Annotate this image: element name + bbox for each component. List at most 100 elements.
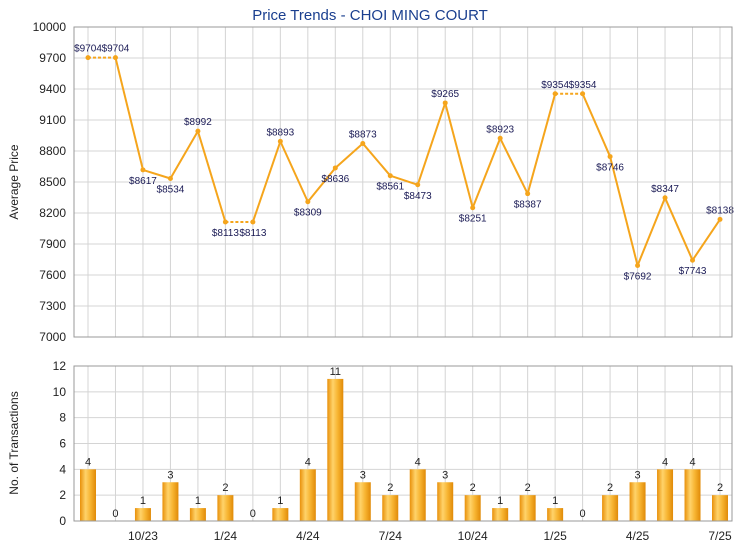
price-data-label: $8113: [239, 228, 267, 239]
transactions-data-label: 1: [140, 495, 146, 507]
transactions-data-label: 0: [580, 508, 586, 520]
transactions-bar: [162, 482, 179, 521]
price-y-tick-label: 7900: [39, 237, 66, 251]
date-x-tick-label: 10/23: [128, 529, 158, 543]
transactions-bar: [354, 482, 371, 521]
price-point: [415, 182, 421, 188]
transactions-data-label: 0: [250, 508, 256, 520]
price-data-label: $8873: [349, 129, 377, 140]
transactions-y-tick-label: 8: [59, 411, 66, 425]
transactions-bar: [189, 508, 206, 521]
price-data-label: $8309: [294, 208, 322, 219]
price-data-label: $9704: [102, 44, 130, 55]
price-point: [387, 173, 393, 179]
date-x-tick-label: 10/24: [458, 529, 488, 543]
date-x-tick-label: 7/25: [708, 529, 732, 543]
price-data-label: $8636: [321, 174, 349, 185]
price-series-segment: [169, 130, 199, 179]
price-point: [85, 55, 91, 61]
price-data-label: $9354: [541, 80, 569, 91]
price-data-label: $9354: [569, 80, 597, 91]
transactions-data-label: 2: [607, 482, 613, 494]
transactions-data-label: 2: [387, 482, 393, 494]
transactions-data-label: 3: [360, 469, 366, 481]
price-y-tick-label: 7000: [39, 330, 66, 344]
transactions-y-tick-label: 2: [59, 488, 66, 502]
price-data-label: $8251: [459, 214, 487, 225]
price-data-label: $8561: [376, 182, 404, 193]
transactions-bar: [629, 482, 646, 521]
transactions-bar: [409, 469, 426, 521]
transactions-data-label: 2: [717, 482, 723, 494]
price-series-segment: [581, 93, 612, 157]
transactions-data-label: 2: [525, 482, 531, 494]
date-x-ticks: 10/23 1/24 4/24 7/24 10/24 1/25 4/25 7/25: [128, 529, 732, 543]
price-series-segment: [114, 57, 144, 171]
date-x-tick-label: 4/25: [626, 529, 650, 543]
transactions-bar: [80, 469, 96, 521]
transactions-y-tick-label: 12: [53, 359, 67, 373]
transactions-y-axis-label: No. of Transactions: [7, 391, 21, 494]
price-y-tick-label: 8800: [39, 144, 66, 158]
price-data-label: $8893: [266, 127, 294, 138]
price-series-segment: [471, 137, 502, 209]
price-series-segment: [334, 142, 364, 169]
transactions-data-label: 1: [277, 495, 283, 507]
price-point: [277, 138, 283, 144]
price-data-label: $8138: [706, 205, 734, 216]
transactions-data-label: 2: [470, 482, 476, 494]
price-point: [167, 175, 173, 181]
price-data-label: $8746: [596, 163, 624, 174]
transactions-y-tick-label: 6: [59, 437, 66, 451]
transactions-bar: [547, 508, 564, 521]
transactions-data-label: 0: [112, 508, 118, 520]
price-point: [442, 100, 448, 106]
price-series-segment: [389, 174, 419, 186]
price-point: [470, 205, 476, 211]
transactions-bar: [299, 469, 316, 521]
price-y-tick-label: 9700: [39, 51, 66, 65]
price-series-segment: [636, 197, 666, 266]
transactions-bar: [602, 495, 619, 521]
transactions-y-tick-label: 0: [59, 514, 66, 528]
price-point: [525, 191, 531, 197]
price-point: [305, 199, 311, 205]
price-series-segment: [691, 218, 721, 261]
transactions-data-label: 3: [635, 469, 641, 481]
price-y-tick-label: 8200: [39, 206, 66, 220]
price-data-label: $9265: [431, 89, 459, 100]
price-point: [662, 195, 668, 201]
transactions-bar: [217, 495, 234, 521]
price-point: [552, 91, 558, 97]
transactions-bars: [80, 378, 728, 521]
transactions-y-tick-label: 10: [53, 385, 67, 399]
transactions-bar: [657, 469, 674, 521]
price-y-tick-label: 9400: [39, 82, 66, 96]
transactions-data-label: 1: [497, 495, 503, 507]
transactions-bar: [272, 508, 289, 521]
transactions-data-label: 3: [442, 469, 448, 481]
transactions-bar: [464, 495, 481, 521]
price-plot-frame: [73, 26, 733, 338]
price-point: [250, 219, 256, 225]
transactions-data-label: 11: [330, 366, 341, 378]
price-point: [717, 216, 723, 222]
transactions-data-label: 1: [195, 495, 201, 507]
price-y-tick-label: 8500: [39, 175, 66, 189]
date-x-tick-label: 1/25: [543, 529, 567, 543]
price-data-label: $8534: [157, 184, 185, 195]
price-data-label: $8387: [514, 200, 542, 211]
price-point: [140, 167, 146, 173]
price-series-segment: [526, 93, 557, 194]
transactions-bar: [712, 495, 728, 521]
price-point: [497, 135, 503, 141]
transactions-data-label: 4: [415, 456, 421, 468]
transactions-data-labels: 4 0 1 3 1 2 0 1 4 11 3 2 4 3 2 1 2 1 0 2 3 4 4 2: [85, 366, 723, 520]
date-x-tick-label: 1/24: [214, 529, 238, 543]
price-data-label: $7743: [679, 266, 707, 277]
transactions-bar: [327, 378, 344, 521]
price-point: [580, 91, 586, 97]
price-point: [360, 140, 366, 146]
transactions-bar: [519, 495, 536, 521]
